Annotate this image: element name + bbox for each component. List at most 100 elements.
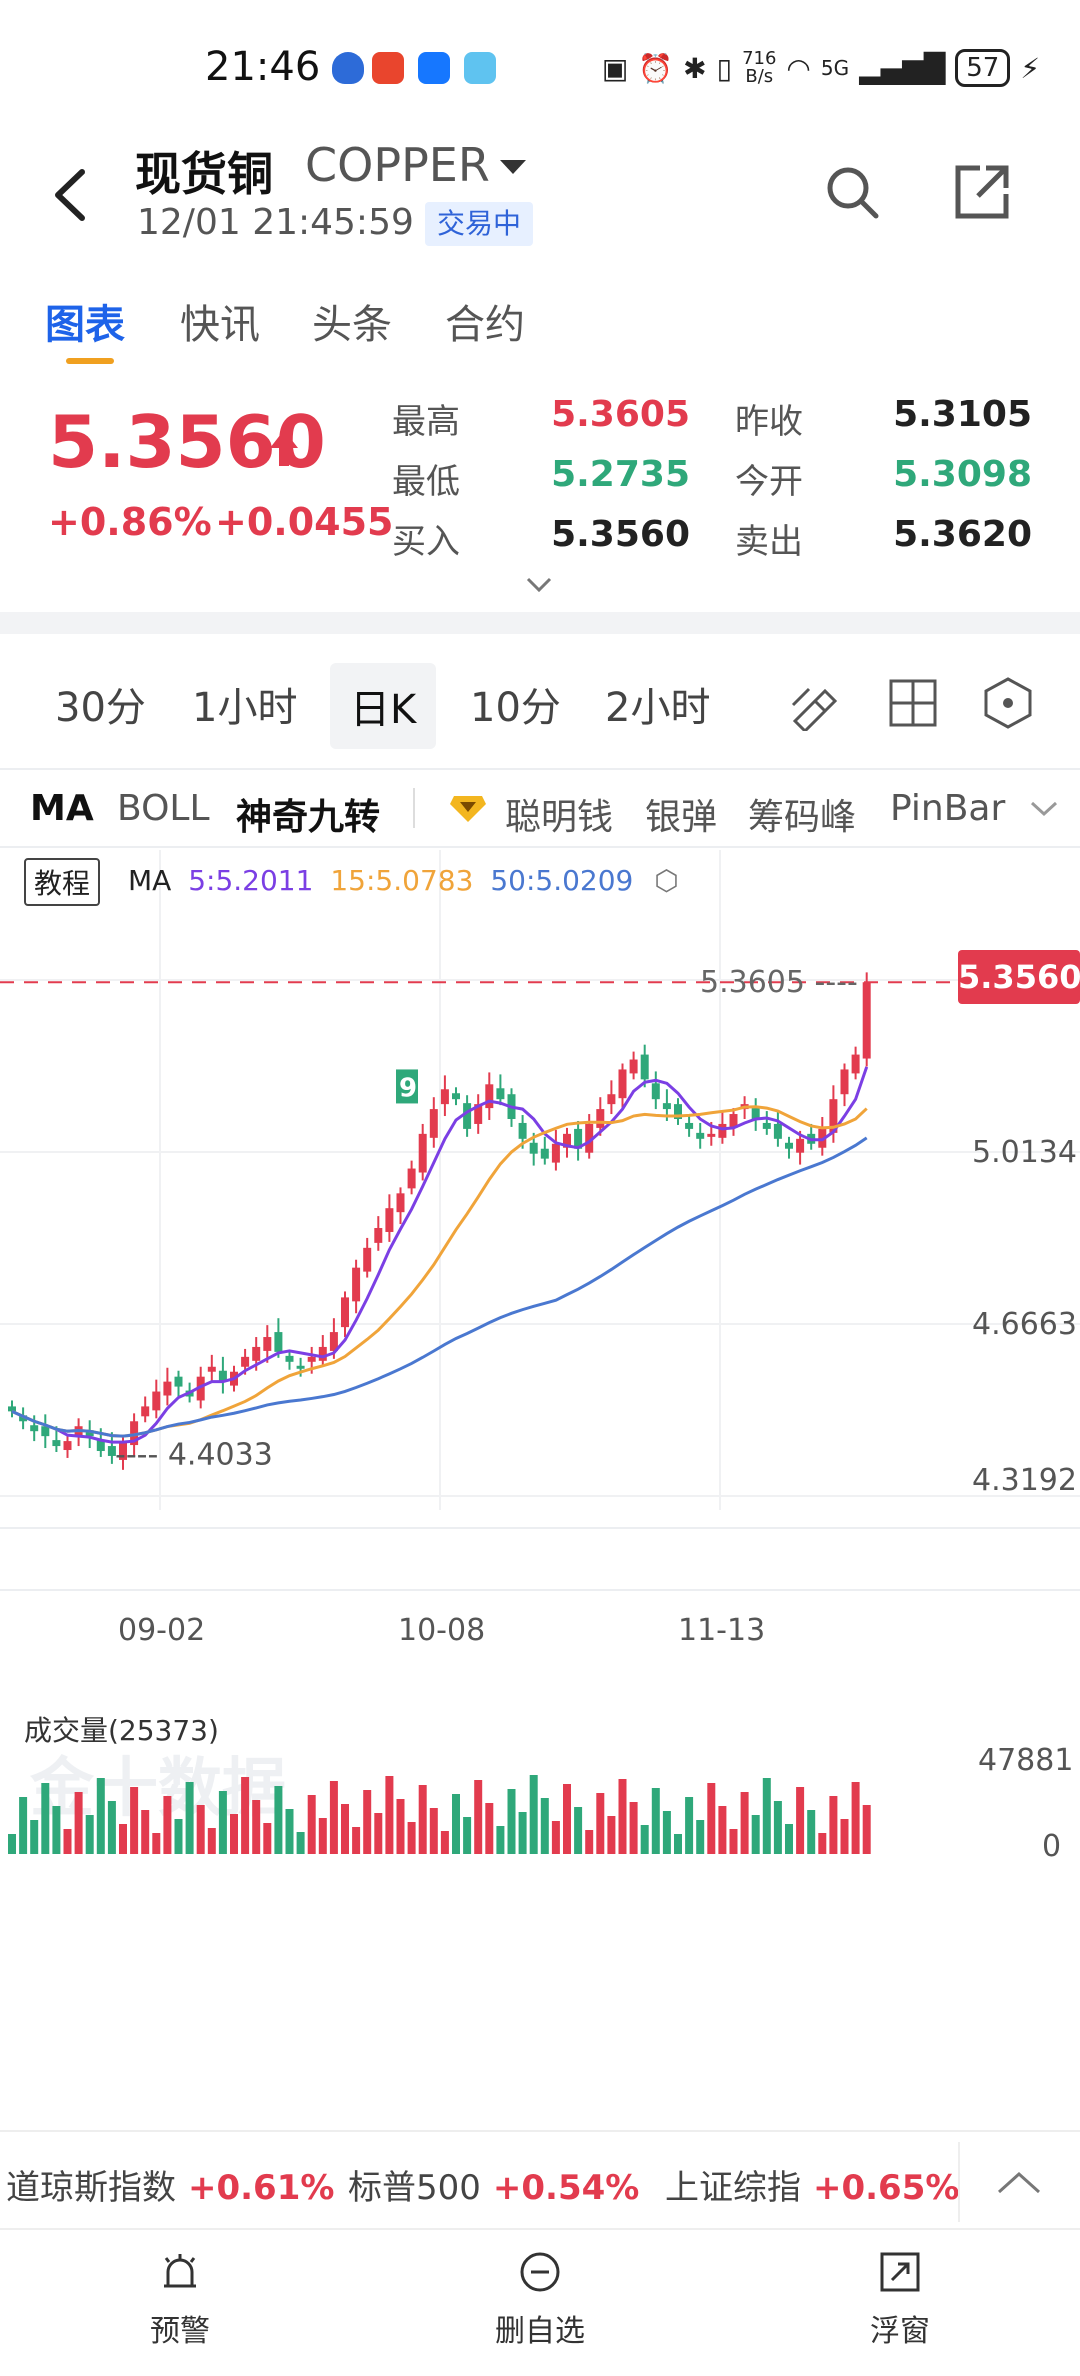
indicator-chip[interactable]: 筹码峰 — [748, 797, 857, 838]
clock: 21:46 — [205, 44, 321, 90]
volume-bar — [618, 1779, 627, 1854]
back-icon[interactable] — [40, 160, 100, 230]
bid-value: 5.3560 — [551, 514, 690, 555]
volume-bar — [296, 1832, 305, 1854]
prev-close-label: 昨收 — [735, 402, 803, 442]
chevron-up-icon[interactable] — [995, 2168, 1043, 2196]
ma-settings-icon[interactable]: ⬡ — [654, 864, 679, 897]
ma5-value: 5:5.2011 — [188, 864, 314, 897]
search-icon[interactable] — [820, 160, 884, 224]
period-30m[interactable]: 30分 — [55, 685, 146, 731]
volume-bar — [274, 1786, 283, 1854]
bluetooth-icon: ✱ — [683, 51, 707, 85]
candle-body — [452, 1093, 460, 1100]
candles — [8, 972, 871, 1854]
indicator-nine[interactable]: 神奇九转 — [236, 797, 381, 838]
volume-bar — [363, 1790, 372, 1854]
volume-bar — [285, 1809, 294, 1854]
instrument-symbol[interactable]: COPPER — [305, 138, 490, 192]
volume-bar — [396, 1799, 405, 1854]
tab-headlines[interactable]: 头条 — [312, 302, 392, 348]
volume-bar — [773, 1801, 782, 1854]
period-daily[interactable]: 日K — [330, 663, 437, 749]
tab-chart[interactable]: 图表 — [45, 302, 125, 348]
nav-remove-watchlist[interactable]: 删自选 — [440, 2250, 640, 2350]
expand-chevron-icon[interactable] — [525, 575, 553, 595]
layout-grid-icon[interactable] — [885, 675, 941, 731]
volume-bar — [818, 1833, 827, 1854]
volume-bar — [718, 1806, 727, 1854]
period-10m[interactable]: 10分 — [470, 685, 561, 731]
nav-floating-window-label: 浮窗 — [870, 2314, 930, 2349]
period-1h[interactable]: 1小时 — [192, 685, 298, 731]
candle-body — [496, 1088, 505, 1100]
low-label: 最低 — [392, 462, 460, 502]
candle-body — [640, 1054, 649, 1080]
candle-body — [596, 1109, 605, 1128]
ticker-pct: +0.54% — [492, 2168, 640, 2208]
candle-body — [418, 1133, 427, 1173]
nav-floating-window[interactable]: 浮窗 — [800, 2250, 1000, 2350]
diamond-icon — [450, 796, 486, 822]
ticker-item[interactable]: 道琼斯指数 +0.61% — [6, 2160, 334, 2209]
tab-contracts[interactable]: 合约 — [445, 302, 525, 348]
volume-bar — [418, 1785, 427, 1854]
indicator-ma[interactable]: MA — [30, 788, 94, 829]
candle-body — [651, 1083, 660, 1100]
chevron-down-icon[interactable] — [1030, 800, 1058, 818]
candle-body — [674, 1104, 682, 1119]
candle-body — [163, 1381, 172, 1396]
signal-icon: ▂▄▆█ — [859, 51, 946, 85]
volume-bar — [474, 1780, 483, 1854]
tutorial-button[interactable]: 教程 — [24, 858, 101, 906]
indicator-silver-bullet[interactable]: 银弹 — [645, 797, 718, 838]
content-tabs: 图表 快讯 头条 合约 — [0, 280, 1080, 370]
candle-body — [318, 1346, 327, 1361]
candle-body — [218, 1370, 227, 1382]
ticker-item[interactable]: 标普500 +0.54% — [348, 2160, 639, 2209]
volume-bar — [796, 1787, 805, 1854]
ticker-item[interactable]: 上证综指 +0.65% — [665, 2160, 959, 2209]
candle-body — [629, 1059, 638, 1074]
active-tab-indicator — [66, 358, 114, 364]
volume-bar — [674, 1834, 682, 1854]
caret-down-icon[interactable] — [500, 160, 526, 174]
nine-turn-marker-box — [396, 1069, 418, 1104]
volume-bar — [596, 1793, 605, 1854]
candle-body — [785, 1142, 793, 1149]
settings-hexagon-icon[interactable] — [980, 675, 1036, 731]
volume-bar — [163, 1796, 172, 1854]
volume-bar — [152, 1833, 161, 1854]
net-speed-unit: B/s — [745, 66, 774, 87]
candle-body — [540, 1148, 549, 1159]
volume-bar — [840, 1819, 849, 1854]
candle-body — [429, 1109, 438, 1138]
volume-bar — [607, 1816, 616, 1854]
ma-lines — [11, 1066, 869, 1444]
nav-alert[interactable]: 预警 — [80, 2250, 280, 2350]
candle-body — [762, 1122, 771, 1129]
volume-bar — [751, 1815, 760, 1854]
ask-label: 卖出 — [735, 522, 803, 562]
volume-bar — [729, 1829, 738, 1854]
indicator-smart-money[interactable]: 聪明钱 — [505, 797, 614, 838]
volume-bar — [862, 1805, 871, 1854]
share-icon[interactable] — [950, 160, 1014, 224]
index-ticker[interactable]: 道琼斯指数 +0.61% 标普500 +0.54% 上证综指 +0.65% — [0, 2130, 1080, 2230]
vibrate-icon: ▯ — [716, 51, 733, 85]
draw-tool-icon[interactable] — [785, 675, 841, 731]
prev-close-value: 5.3105 — [893, 394, 1032, 435]
period-2h[interactable]: 2小时 — [605, 685, 711, 731]
alipay-icon — [418, 52, 450, 84]
ask-value: 5.3620 — [893, 514, 1032, 555]
ma50-line — [11, 1136, 868, 1438]
indicator-pinbar[interactable]: PinBar — [890, 788, 1006, 829]
bid-label: 买入 — [392, 522, 460, 562]
volume-bar — [341, 1804, 349, 1854]
y-axis-label: 4.6663 — [972, 1307, 1077, 1342]
tab-news-flash[interactable]: 快讯 — [180, 302, 260, 348]
candle-body — [307, 1356, 316, 1362]
indicator-boll[interactable]: BOLL — [117, 788, 210, 829]
